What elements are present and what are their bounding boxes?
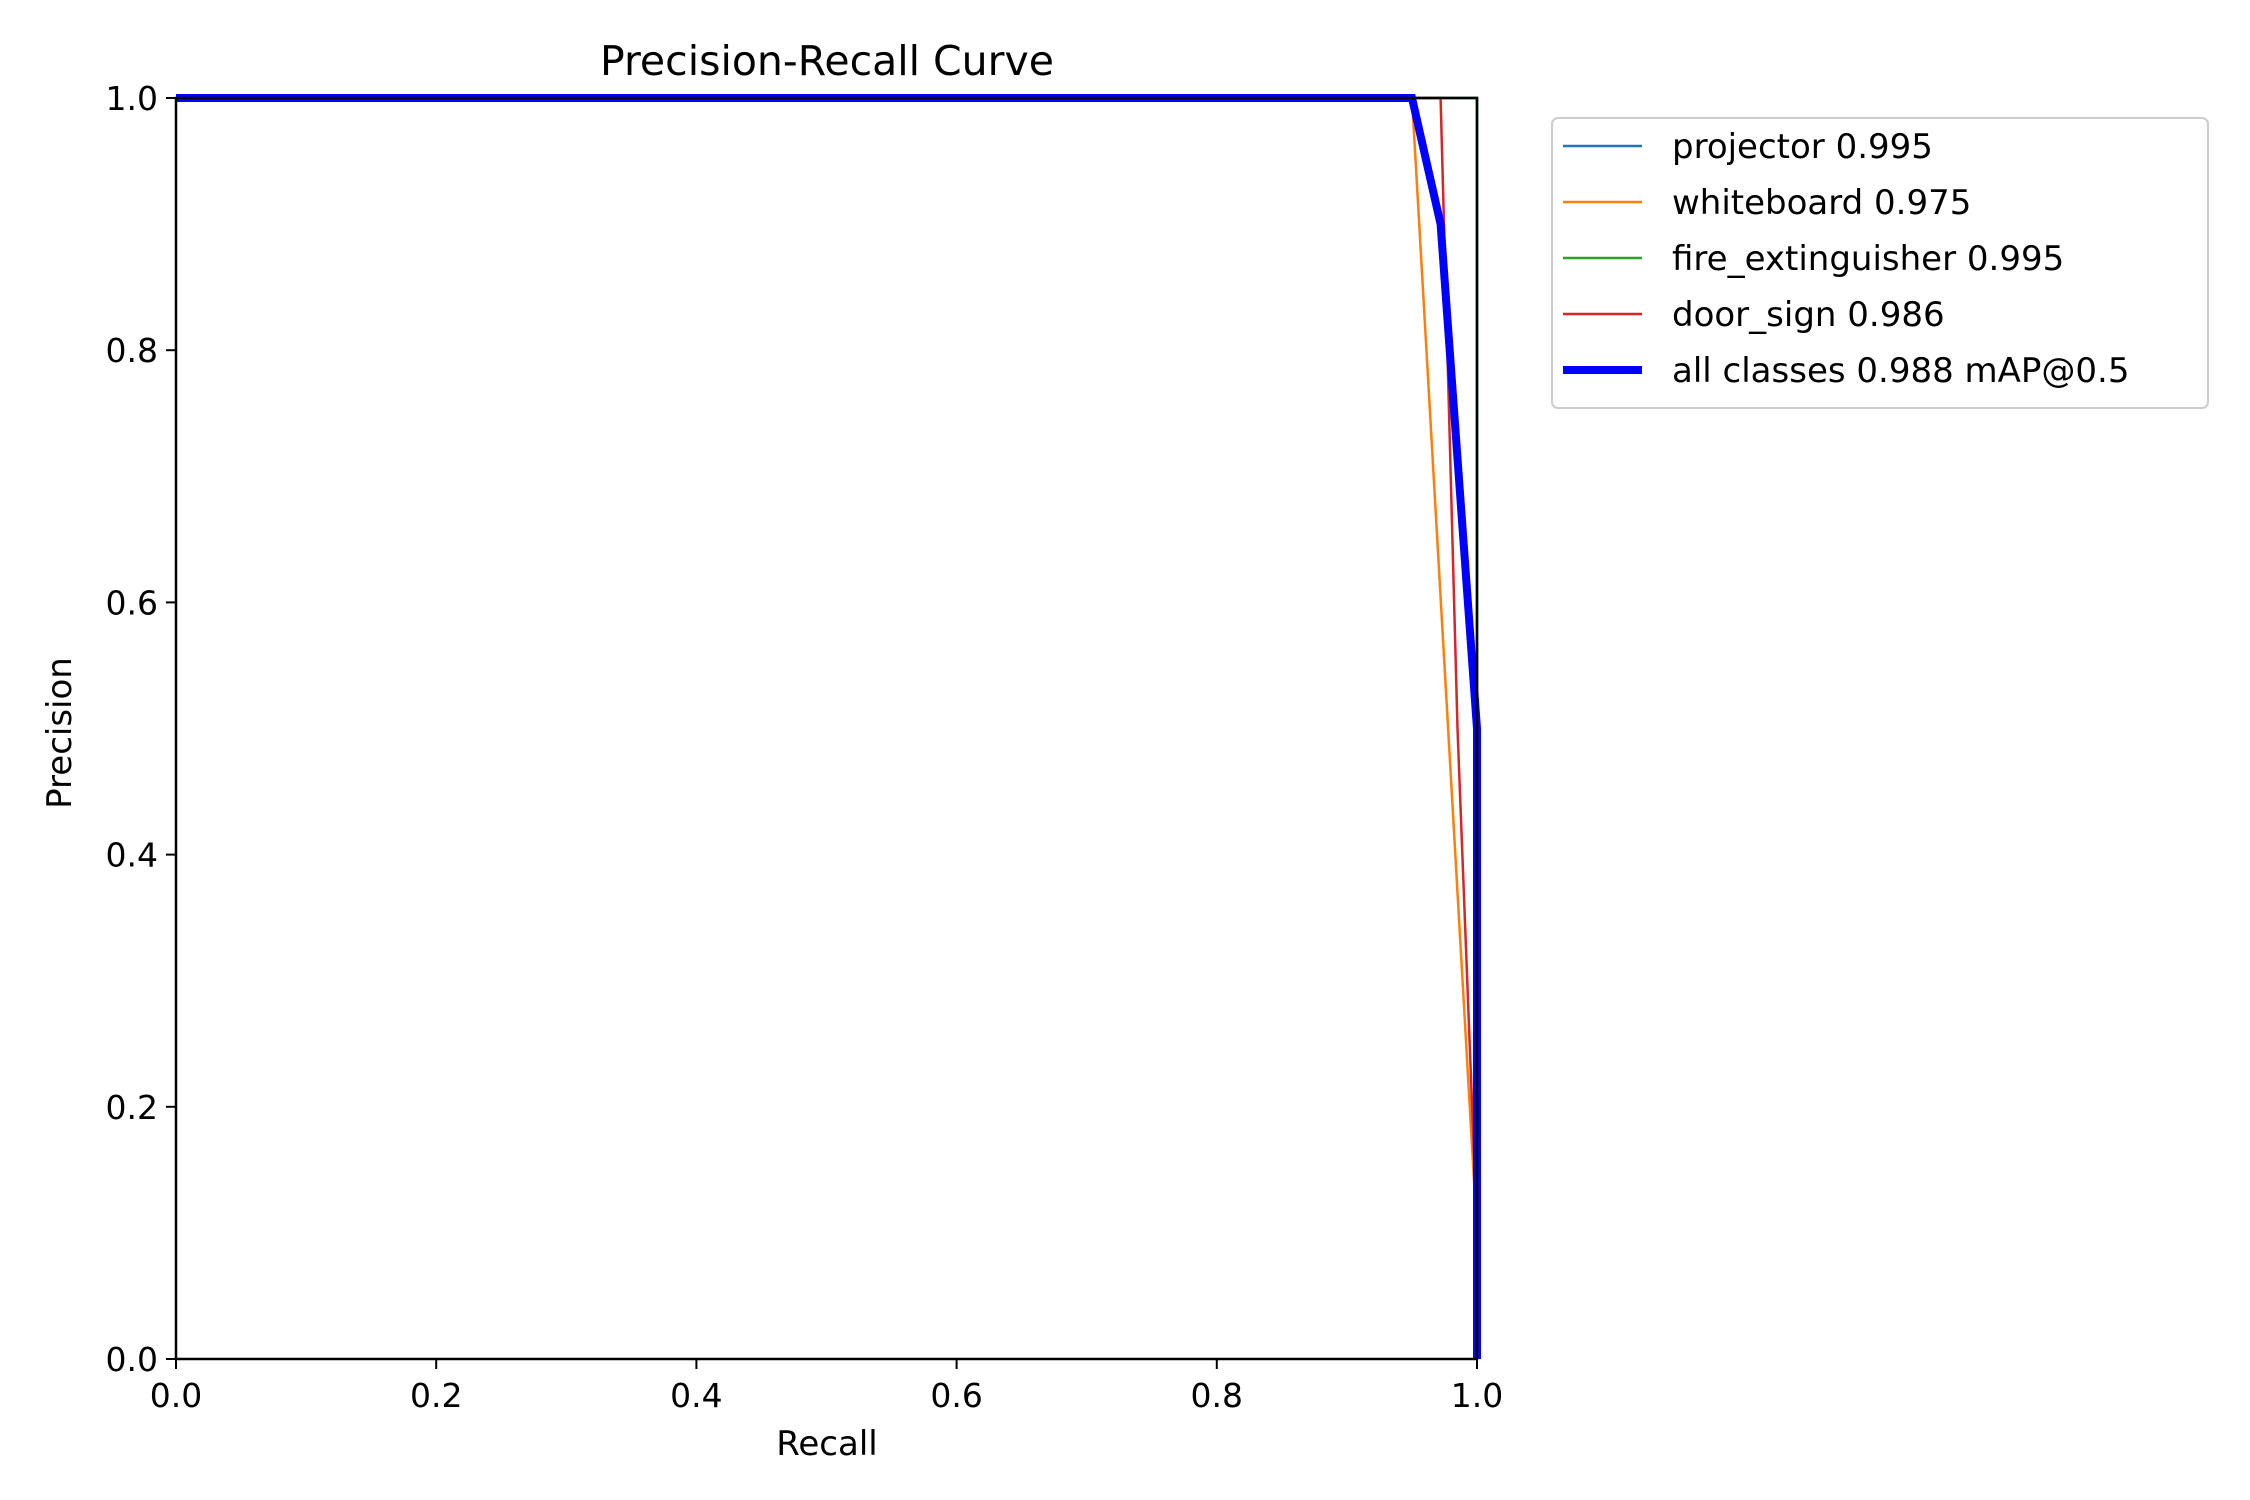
- y-tick-label: 1.0: [106, 79, 158, 118]
- series-line-2: [176, 96, 1479, 1359]
- legend: projector 0.995 whiteboard 0.975 fire_exti…: [1551, 117, 2209, 409]
- series-line-1: [176, 96, 1479, 1359]
- series-line-0: [176, 96, 1479, 1359]
- legend-label: whiteboard 0.975: [1672, 183, 1971, 223]
- y-tick-label: 0.6: [106, 583, 158, 622]
- series-layer: [176, 94, 1481, 1359]
- legend-label: fire_extinguisher 0.995: [1672, 239, 2064, 279]
- x-tick-label: 0.0: [150, 1376, 202, 1415]
- x-tick-label: 0.2: [410, 1376, 462, 1415]
- x-tick-label: 0.6: [930, 1376, 982, 1415]
- ticks-layer: 0.0 0.2 0.4 0.6 0.8 1.0 0.0 0.2 0.4 0.6 0.8 1.0: [106, 79, 1504, 1415]
- legend-items: projector 0.995 whiteboard 0.975 fire_exti…: [1563, 127, 2129, 391]
- legend-label: projector 0.995: [1672, 127, 1933, 167]
- x-tick-label: 0.4: [670, 1376, 722, 1415]
- series-line-4: [176, 94, 1481, 1359]
- series-line-3: [176, 96, 1479, 1359]
- chart-title: Precision-Recall Curve: [600, 37, 1054, 85]
- legend-label: all classes 0.988 mAP@0.5: [1672, 351, 2129, 391]
- plot-frame: [174, 96, 1479, 1361]
- y-tick-label: 0.8: [106, 331, 158, 370]
- legend-frame: [1551, 117, 2209, 409]
- x-tick-label: 1.0: [1451, 1376, 1503, 1415]
- x-tick-label: 0.8: [1191, 1376, 1243, 1415]
- y-tick-label: 0.2: [106, 1088, 158, 1127]
- x-axis-label: Recall: [776, 1424, 877, 1464]
- legend-label: door_sign 0.986: [1672, 295, 1945, 335]
- y-tick-label: 0.4: [106, 836, 158, 875]
- y-tick-label: 0.0: [106, 1340, 158, 1379]
- y-axis-label: Precision: [40, 657, 80, 809]
